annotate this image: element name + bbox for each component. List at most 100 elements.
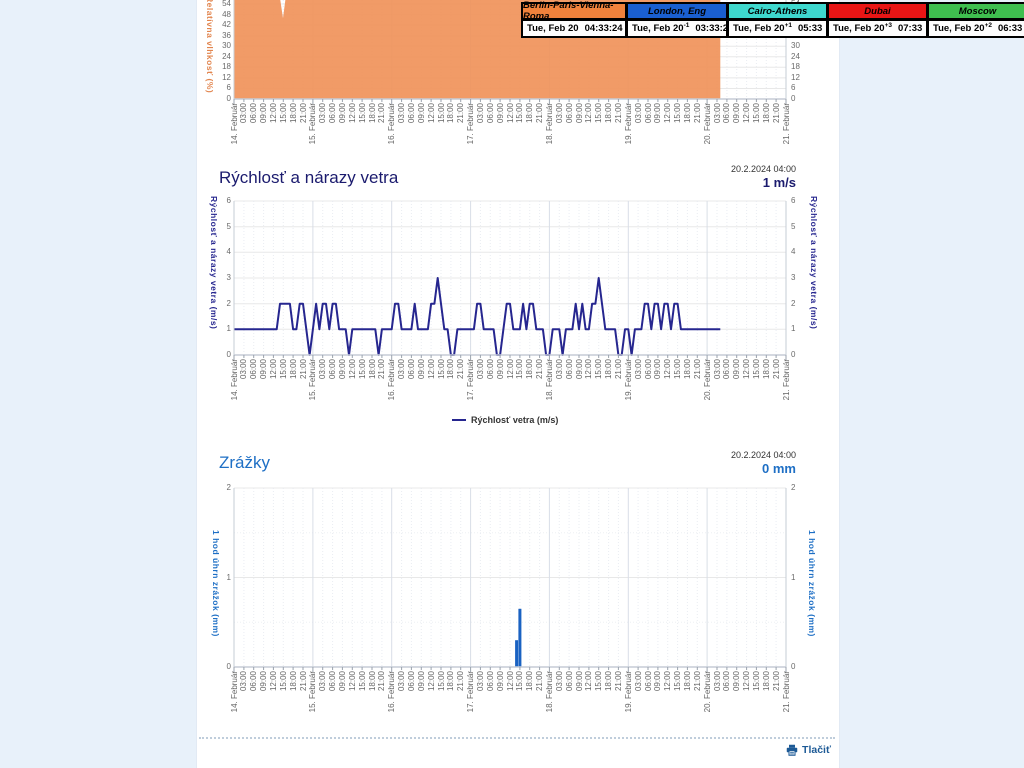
x-tick-label-time: 15:00 (594, 359, 604, 380)
clock-time-value: 05:33 (797, 23, 823, 34)
clock-city-time: Tue, Feb 20 +2 06:33 (928, 20, 1024, 37)
y-tick-label: 1 (791, 324, 796, 334)
y-tick-label: 5 (226, 221, 231, 231)
x-tick-label-time: 03:00 (475, 103, 485, 124)
y-tick-label: 42 (222, 20, 231, 30)
x-tick-label-time: 21:00 (692, 359, 702, 380)
x-tick-label-time: 18:00 (761, 103, 771, 124)
x-tick-label-time: 12:00 (584, 103, 594, 124)
x-tick-label-time: 09:00 (259, 671, 269, 692)
x-tick-label-time: 21:00 (613, 671, 623, 692)
x-tick-label-time: 12:00 (742, 671, 752, 692)
y-tick-label: 0 (791, 350, 796, 359)
x-tick-label-day: 15. Február (308, 103, 318, 145)
clock-city-name: Dubai (828, 3, 927, 19)
x-tick-label-time: 15:00 (594, 671, 604, 692)
x-tick-label-day: 20. Február (702, 359, 712, 401)
x-tick-label-time: 12:00 (663, 103, 673, 124)
wind-current-value: 1 m/s (762, 175, 796, 190)
x-tick-label-time: 18:00 (288, 671, 298, 692)
x-tick-label-time: 06:00 (643, 103, 653, 124)
x-tick-label-time: 09:00 (259, 359, 269, 380)
x-tick-label-time: 06:00 (485, 359, 495, 380)
x-tick-label-time: 18:00 (682, 671, 692, 692)
wind-chart: Rýchlosť a nárazy vetra 20.2.2024 04:00 … (197, 160, 839, 443)
x-tick-label-time: 18:00 (761, 671, 771, 692)
x-tick-label-time: 09:00 (337, 359, 347, 380)
x-tick-label-time: 15:00 (515, 103, 525, 124)
x-tick-label-day: 21. Február (781, 103, 791, 145)
x-tick-label-day: 16. Február (387, 671, 397, 713)
x-tick-label-time: 09:00 (416, 103, 426, 124)
clock-city-time: Tue, Feb 20 +3 07:33 (828, 20, 927, 37)
clock-city-time: Tue, Feb 20 -1 03:33:24 (627, 20, 733, 37)
y-tick-label: 2 (791, 298, 796, 308)
wind-legend[interactable]: Rýchlosť vetra (m/s) (452, 415, 558, 425)
precip-chart-timestamp: 20.2.2024 04:00 (730, 450, 796, 460)
x-tick-label-time: 03:00 (397, 103, 407, 124)
y-tick-label: 5 (791, 221, 796, 231)
precip-chart-title: Zrážky (219, 453, 270, 472)
x-tick-label-time: 06:00 (564, 103, 574, 124)
clock-column: Cairo-Athens Tue, Feb 20 +1 05:33 (728, 3, 827, 37)
x-tick-label-time: 12:00 (584, 671, 594, 692)
world-clock-table: Berlin-Paris-Vienna-Roma Tue, Feb 20 04:33… (521, 0, 1024, 38)
x-tick-label-time: 03:00 (554, 671, 564, 692)
x-tick-label-time: 03:00 (475, 359, 485, 380)
x-tick-label-day: 20. Február (702, 103, 712, 145)
x-tick-label-time: 09:00 (653, 103, 663, 124)
clock-time-value: 04:33:24 (584, 23, 623, 34)
x-tick-label-time: 21:00 (298, 359, 308, 380)
x-tick-label-time: 03:00 (633, 671, 643, 692)
x-tick-label-time: 06:00 (564, 359, 574, 380)
x-tick-label-time: 03:00 (318, 103, 328, 124)
wind-line-plot (233, 200, 787, 360)
x-tick-label-time: 18:00 (446, 671, 456, 692)
x-tick-label-time: 21:00 (771, 671, 781, 692)
x-tick-label-time: 03:00 (397, 671, 407, 692)
x-tick-label-time: 09:00 (574, 359, 584, 380)
x-tick-label-time: 15:00 (357, 103, 367, 124)
clock-time-value: 03:33:24 (695, 23, 734, 34)
x-tick-label-day: 18. Február (544, 103, 554, 145)
x-tick-label-day: 14. Február (229, 671, 239, 713)
precipitation-chart: Zrážky 20.2.2024 04:00 0 mm 1 hod úhrn z… (197, 445, 839, 735)
print-button[interactable]: Tlačiť (786, 744, 831, 756)
x-tick-label-time: 06:00 (406, 103, 416, 124)
x-tick-label-time: 21:00 (377, 671, 387, 692)
x-tick-label-time: 15:00 (278, 103, 288, 124)
clock-date: Tue, Feb 20 (632, 23, 684, 34)
wind-legend-label: Rýchlosť vetra (m/s) (471, 415, 559, 425)
clock-date: Tue, Feb 20 (933, 23, 985, 34)
x-tick-label-day: 19. Február (623, 103, 633, 145)
x-tick-label-time: 06:00 (722, 671, 732, 692)
x-tick-label-time: 03:00 (712, 359, 722, 380)
x-tick-label-time: 21:00 (456, 359, 466, 380)
x-tick-label-time: 15:00 (673, 671, 683, 692)
x-tick-label-time: 03:00 (633, 359, 643, 380)
precip-y-axis-title-left: 1 hod úhrn zrážok (mm) (211, 530, 221, 637)
clock-city-name: Berlin-Paris-Vienna-Roma (522, 0, 626, 22)
x-tick-label-time: 21:00 (613, 103, 623, 124)
x-tick-label-time: 12:00 (347, 671, 357, 692)
x-tick-label-time: 15:00 (673, 103, 683, 124)
y-tick-label: 2 (226, 298, 231, 308)
clock-time-value: 07:33 (897, 23, 923, 34)
x-tick-label-time: 09:00 (732, 103, 742, 124)
x-tick-label-day: 16. Február (387, 103, 397, 145)
x-tick-label-time: 15:00 (515, 359, 525, 380)
x-tick-label-time: 09:00 (574, 103, 584, 124)
y-tick-label: 1 (791, 572, 796, 582)
x-tick-label-day: 16. Február (387, 359, 397, 401)
y-tick-label: 6 (791, 196, 796, 205)
x-tick-label-time: 09:00 (495, 359, 505, 380)
y-tick-label: 0 (791, 94, 796, 103)
x-tick-label-time: 21:00 (613, 359, 623, 380)
clock-column: Berlin-Paris-Vienna-Roma Tue, Feb 20 04:33… (522, 0, 626, 37)
x-tick-label-time: 18:00 (604, 359, 614, 380)
x-tick-label-time: 12:00 (268, 359, 278, 380)
x-tick-label-time: 12:00 (268, 103, 278, 124)
x-tick-label-time: 03:00 (633, 103, 643, 124)
x-tick-label-time: 12:00 (505, 359, 515, 380)
x-tick-label-time: 18:00 (446, 359, 456, 380)
